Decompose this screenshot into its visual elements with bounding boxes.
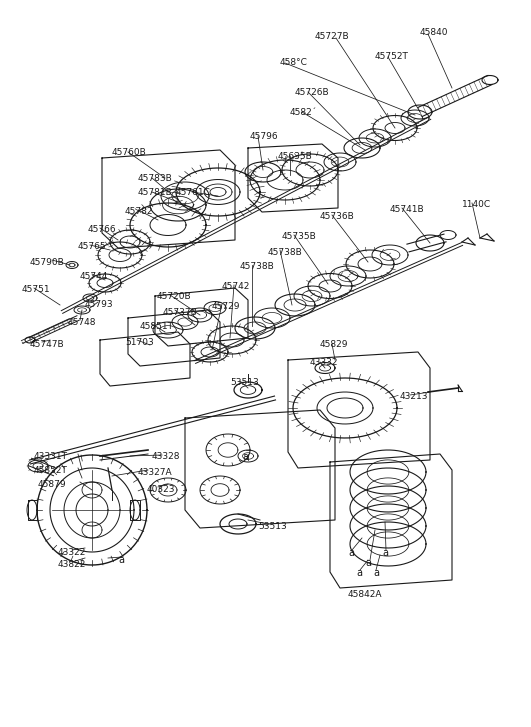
Text: 45736B: 45736B — [320, 212, 355, 221]
Text: 1140C: 1140C — [462, 200, 491, 209]
Text: 51703: 51703 — [125, 338, 154, 347]
Text: 45879: 45879 — [38, 480, 66, 489]
Text: 45840: 45840 — [420, 28, 449, 37]
Text: 45742: 45742 — [222, 282, 251, 291]
Text: 43822: 43822 — [58, 560, 87, 569]
Text: 45852T: 45852T — [34, 466, 68, 475]
Text: 45851T: 45851T — [140, 322, 174, 331]
Text: a: a — [118, 555, 124, 565]
Text: 45782: 45782 — [125, 207, 153, 216]
Text: 4582´: 4582´ — [290, 108, 317, 117]
Text: 43213: 43213 — [400, 392, 429, 401]
Text: 45760B: 45760B — [112, 148, 147, 157]
Text: a: a — [373, 568, 379, 578]
Text: a: a — [365, 558, 371, 568]
Text: 45751: 45751 — [22, 285, 50, 294]
Text: 45720B: 45720B — [157, 292, 192, 301]
Text: a: a — [382, 548, 388, 558]
Text: 45726B: 45726B — [295, 88, 330, 97]
Text: 45752T: 45752T — [375, 52, 409, 61]
Text: 45729: 45729 — [212, 302, 241, 311]
Text: 45783B: 45783B — [138, 174, 173, 183]
Text: 45738B: 45738B — [268, 248, 303, 257]
Text: 45741B: 45741B — [390, 205, 425, 214]
Text: 45737B: 45737B — [163, 308, 198, 317]
Text: 45738B: 45738B — [240, 262, 275, 271]
Text: 43331T: 43331T — [34, 452, 68, 461]
Text: 43327A: 43327A — [138, 468, 173, 477]
Text: 45781B: 45781B — [138, 188, 173, 197]
Text: 458°C: 458°C — [280, 58, 308, 67]
Text: 45842A: 45842A — [348, 590, 382, 599]
Text: 40323: 40323 — [147, 485, 176, 494]
Text: a: a — [356, 568, 362, 578]
Text: 53513: 53513 — [258, 522, 287, 531]
Text: a: a — [348, 548, 354, 558]
Text: 45635B: 45635B — [278, 152, 313, 161]
Text: 45796: 45796 — [250, 132, 279, 141]
Text: 45766: 45766 — [88, 225, 117, 234]
Text: a: a — [242, 452, 248, 462]
Text: 45793: 45793 — [85, 300, 114, 309]
Text: 43322: 43322 — [58, 548, 87, 557]
Text: 45744: 45744 — [80, 272, 108, 281]
Text: 45747B: 45747B — [30, 340, 65, 349]
Text: 45765: 45765 — [78, 242, 107, 251]
Text: 45748: 45748 — [68, 318, 97, 327]
Text: 45829: 45829 — [320, 340, 348, 349]
Text: 53513: 53513 — [230, 378, 259, 387]
Text: 43328: 43328 — [152, 452, 181, 461]
Text: 43332: 43332 — [310, 358, 338, 367]
Text: 45761C: 45761C — [176, 188, 211, 197]
Text: 45735B: 45735B — [282, 232, 317, 241]
Text: 45790B: 45790B — [30, 258, 65, 267]
Text: 45727B: 45727B — [315, 32, 349, 41]
